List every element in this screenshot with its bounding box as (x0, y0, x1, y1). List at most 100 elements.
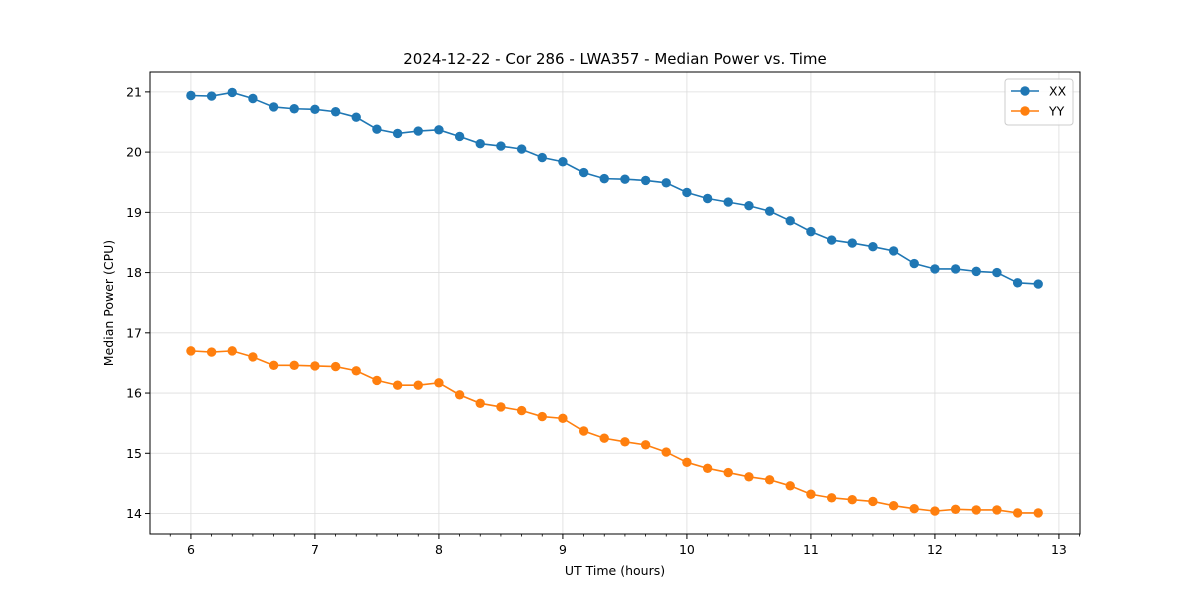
axes: 6 7 8 9 10 11 12 13 14 15 16 17 18 19 20 21 (126, 84, 1080, 557)
y-tick-label: 19 (126, 205, 142, 220)
data-point-yy (475, 398, 485, 408)
legend: XX YY (1004, 78, 1074, 126)
x-tick-label: 9 (559, 542, 567, 557)
data-point-xx (826, 235, 837, 245)
data-point-xx (310, 104, 320, 115)
data-point-xx (475, 138, 485, 149)
grid (150, 72, 1080, 534)
legend-marker-xx (1020, 86, 1030, 96)
series-xx (186, 87, 1043, 289)
data-point-yy (971, 505, 981, 515)
y-tick-label: 18 (126, 265, 142, 280)
data-point-xx (620, 174, 630, 184)
chart-title: 2024-12-22 - Cor 286 - LWA357 - Median P… (403, 50, 827, 68)
data-point-xx (434, 125, 444, 135)
data-point-xx (578, 167, 589, 178)
data-point-xx (496, 141, 506, 151)
data-point-xx (806, 226, 816, 237)
data-point-xx (847, 238, 857, 248)
legend-marker-yy (1020, 106, 1030, 116)
data-point-xx (599, 173, 609, 184)
data-point-yy (454, 390, 465, 400)
y-tick-label: 14 (126, 506, 142, 521)
data-point-yy (620, 437, 630, 447)
data-point-yy (1012, 508, 1023, 518)
data-point-yy (702, 463, 713, 474)
legend-label-xx: XX (1049, 84, 1067, 99)
data-point-yy (578, 426, 589, 436)
data-point-xx (950, 264, 961, 274)
y-tick-label: 17 (126, 325, 142, 340)
data-point-yy (888, 500, 899, 511)
data-point-xx (537, 152, 547, 163)
data-point-xx (1033, 279, 1043, 289)
data-point-xx (392, 128, 403, 139)
data-point-yy (248, 352, 258, 362)
y-axis-label: Median Power (CPU) (101, 240, 116, 366)
data-point-xx (888, 246, 899, 256)
data-point-xx (764, 206, 775, 216)
data-point-yy (537, 411, 547, 422)
data-point-yy (661, 447, 671, 457)
data-point-xx (744, 201, 754, 211)
data-point-yy (289, 360, 299, 371)
data-point-xx (227, 87, 237, 98)
data-point-yy (413, 380, 423, 390)
data-point-yy (785, 481, 795, 491)
data-point-xx (930, 264, 940, 274)
data-point-xx (206, 91, 217, 101)
data-point-yy (930, 506, 940, 516)
data-point-yy (950, 504, 961, 515)
x-tick-label: 6 (187, 542, 195, 557)
data-point-xx (702, 193, 713, 204)
y-tick-label: 21 (126, 84, 142, 99)
data-point-yy (434, 378, 444, 388)
data-point-yy (868, 496, 878, 507)
data-point-yy (372, 375, 382, 386)
data-point-xx (785, 216, 795, 226)
data-point-xx (1012, 278, 1023, 288)
data-point-xx (516, 144, 527, 154)
series-layer (186, 87, 1043, 518)
data-point-xx (909, 258, 919, 269)
series-yy (186, 346, 1043, 518)
data-point-yy (206, 347, 217, 357)
data-point-yy (227, 346, 237, 356)
data-point-yy (806, 489, 816, 499)
data-point-xx (372, 124, 382, 134)
x-tick-label: 7 (311, 542, 319, 557)
data-point-xx (289, 104, 299, 114)
data-point-xx (992, 267, 1002, 278)
x-axis-label: UT Time (hours) (565, 563, 665, 578)
legend-label-yy: YY (1048, 104, 1065, 119)
y-tick-label: 16 (126, 386, 142, 401)
data-point-yy (744, 472, 754, 482)
data-point-yy (392, 380, 403, 390)
data-point-yy (682, 457, 692, 468)
data-point-xx (971, 266, 981, 277)
data-point-yy (330, 361, 341, 372)
data-point-xx (330, 107, 341, 117)
x-tick-label: 8 (435, 542, 443, 557)
data-point-xx (248, 93, 258, 104)
x-tick-label: 11 (803, 542, 819, 557)
data-point-xx (640, 175, 651, 186)
data-point-xx (186, 90, 196, 101)
data-point-yy (826, 493, 837, 503)
y-tick-label: 20 (126, 145, 142, 160)
data-point-yy (186, 346, 196, 356)
y-tick-label: 15 (126, 446, 142, 461)
data-point-yy (1033, 508, 1043, 518)
data-point-yy (909, 504, 919, 514)
data-point-yy (764, 475, 775, 485)
data-point-yy (310, 361, 320, 371)
x-tick-label: 13 (1051, 542, 1067, 557)
data-point-yy (992, 505, 1002, 515)
data-point-xx (268, 102, 279, 112)
data-point-xx (454, 131, 465, 142)
data-point-yy (723, 467, 733, 478)
data-point-xx (868, 241, 878, 252)
data-point-xx (723, 197, 733, 207)
